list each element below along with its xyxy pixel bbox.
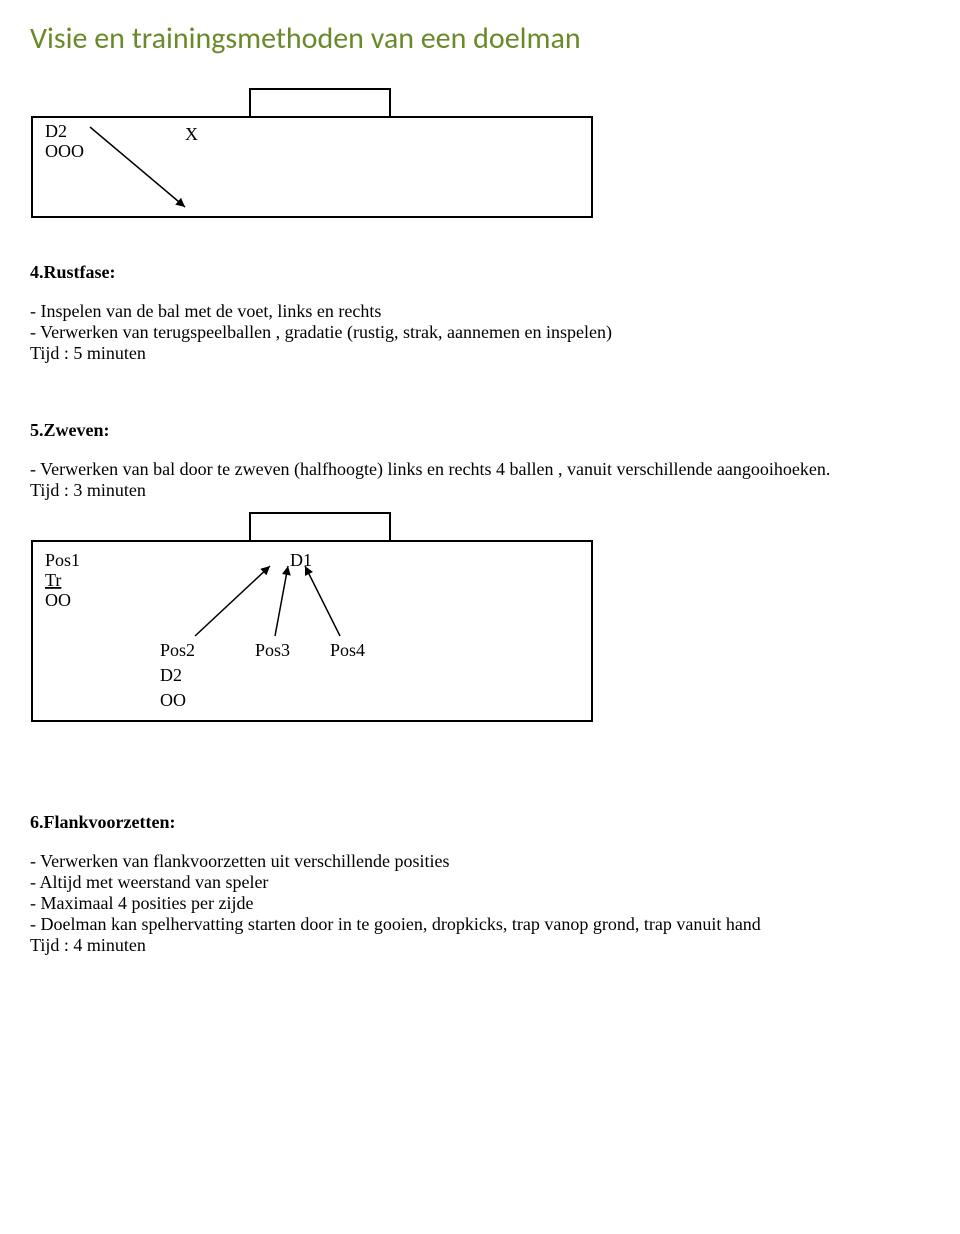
section-6-bullet-3: - Maximaal 4 posities per zijde: [30, 893, 930, 914]
section-6-bullet-2: - Altijd met weerstand van speler: [30, 872, 930, 893]
svg-text:Pos4: Pos4: [330, 640, 365, 660]
svg-text:OO: OO: [45, 590, 71, 610]
svg-text:Tr: Tr: [45, 570, 61, 590]
section-5-bullet-1: - Verwerken van bal door te zweven (half…: [30, 459, 930, 480]
section-4-bullet-1: - Inspelen van de bal met de voet, links…: [30, 301, 930, 322]
svg-text:OOO: OOO: [45, 141, 84, 161]
svg-text:D1: D1: [290, 550, 312, 570]
page-title: Visie en trainingsmethoden van een doelm…: [30, 20, 930, 57]
section-4-bullet-2: - Verwerken van terugspeelballen , grada…: [30, 322, 930, 343]
svg-text:D2: D2: [160, 665, 182, 685]
section-4-time: Tijd : 5 minuten: [30, 343, 930, 364]
section-6-bullet-4: - Doelman kan spelhervatting starten doo…: [30, 914, 930, 935]
svg-text:Pos3: Pos3: [255, 640, 290, 660]
svg-text:Pos1: Pos1: [45, 550, 80, 570]
svg-text:Pos2: Pos2: [160, 640, 195, 660]
svg-text:D2: D2: [45, 121, 67, 141]
section-6-bullet-1: - Verwerken van flankvoorzetten uit vers…: [30, 851, 930, 872]
svg-text:X: X: [185, 124, 198, 144]
section-6-time: Tijd : 4 minuten: [30, 935, 930, 956]
section-5-time: Tijd : 3 minuten: [30, 480, 930, 501]
diagram-1-svg: D2OOO X: [30, 87, 610, 227]
section-6-heading: 6.Flankvoorzetten:: [30, 812, 930, 833]
diagram-1: D2OOO X: [30, 87, 930, 232]
section-4-heading: 4.Rustfase:: [30, 262, 930, 283]
diagram-2-svg: Pos1TrOOD1Pos2Pos3Pos4D2OO: [30, 511, 610, 731]
diagram-2: Pos1TrOOD1Pos2Pos3Pos4D2OO: [30, 511, 930, 736]
svg-text:OO: OO: [160, 690, 186, 710]
section-5-heading: 5.Zweven:: [30, 420, 930, 441]
